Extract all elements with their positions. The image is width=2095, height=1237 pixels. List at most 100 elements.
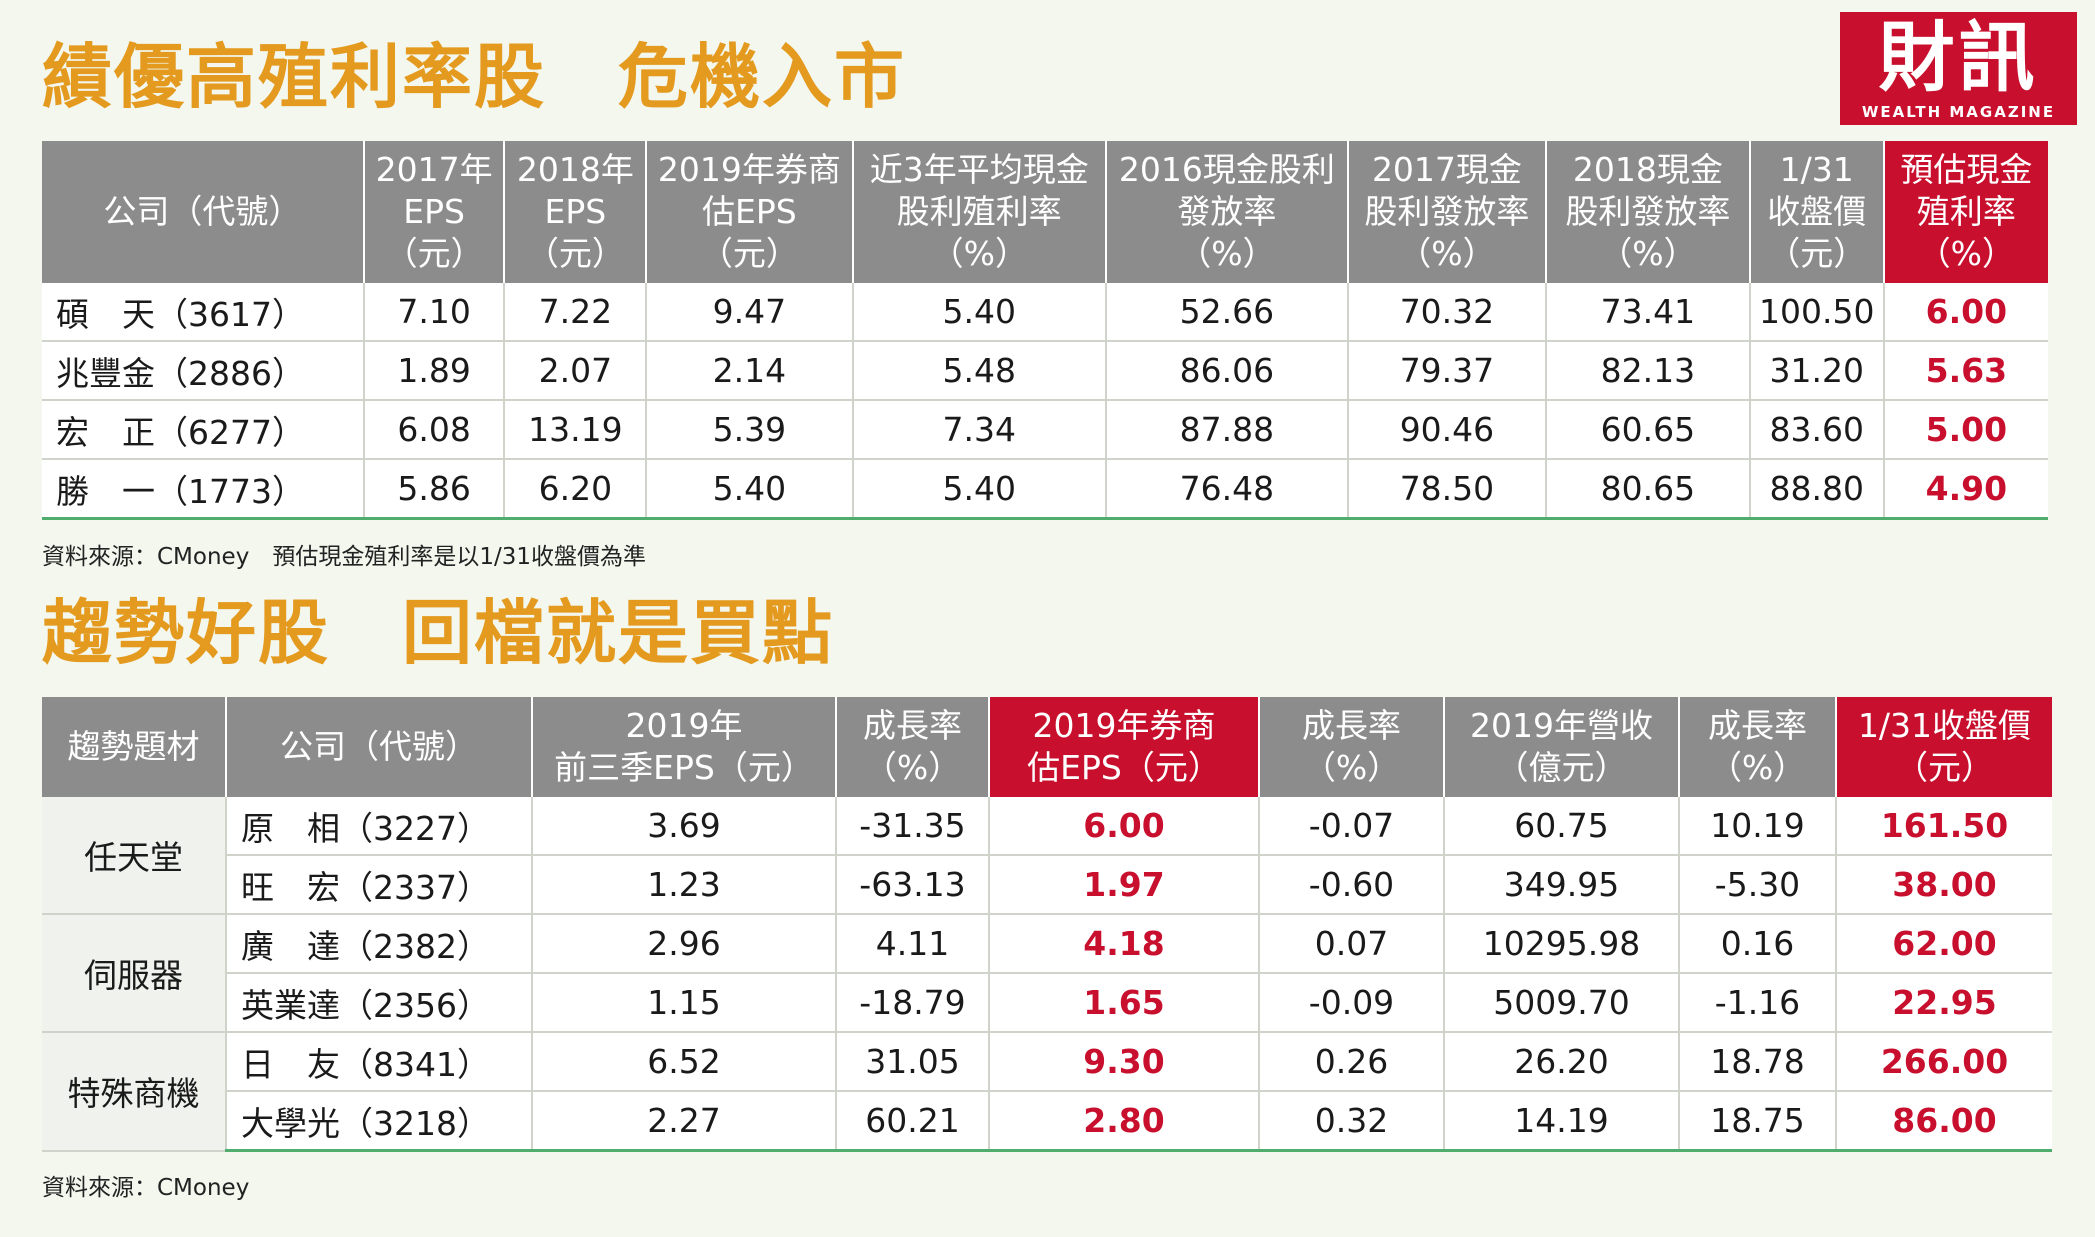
table-row: 勝 一（1773） 5.86 6.20 5.40 5.40 76.48 78.50 80.65… (42, 459, 2048, 520)
value-cell: 5.48 (852, 341, 1108, 401)
value-cell: -0.09 (1259, 973, 1445, 1033)
value-cell: 73.41 (1546, 283, 1751, 342)
value-cell: 87.88 (1106, 400, 1349, 460)
column-header: 2019年營收 （億元） (1444, 697, 1680, 797)
value-cell: 88.80 (1749, 459, 1885, 520)
value-cell: 79.37 (1347, 341, 1548, 401)
theme-cell: 伺服器 (42, 914, 227, 1033)
column-header: 2017現金 股利發放率 （%） (1347, 141, 1548, 283)
table-row: 碩 天（3617） 7.10 7.22 9.47 5.40 52.66 70.32 73.41… (42, 283, 2048, 342)
value-cell: 13.19 (504, 400, 648, 460)
trend-stocks-table: 趨勢題材 公司（代號） 2019年 前三季EPS（元） 成長率 （%） 2019年券商 … (42, 697, 2052, 1152)
value-cell: 10.19 (1679, 797, 1837, 856)
column-header: 公司（代號） (226, 697, 533, 797)
value-cell: -0.60 (1259, 855, 1445, 915)
value-cell: 62.00 (1836, 914, 2052, 974)
column-header: 2016現金股利 發放率 （%） (1106, 141, 1349, 283)
company-cell: 旺 宏（2337） (226, 855, 533, 915)
value-cell: 5.40 (852, 283, 1108, 342)
value-cell: 10295.98 (1444, 914, 1680, 974)
value-cell: 9.30 (989, 1032, 1260, 1092)
value-cell: 2.14 (646, 341, 854, 401)
value-cell: 6.52 (532, 1032, 837, 1092)
column-header: 趨勢題材 (42, 697, 227, 797)
column-header: 2019年券商 估EPS（元） (989, 697, 1260, 797)
section1-source-note: 資料來源：CMoney 預估現金殖利率是以1/31收盤價為準 (42, 544, 646, 570)
value-cell: 1.65 (989, 973, 1260, 1033)
column-header: 2017年 EPS （元） (363, 141, 506, 283)
company-cell: 日 友（8341） (226, 1032, 533, 1092)
table-row: 英業達（2356） 1.15 -18.79 1.65 -0.09 5009.70 -1.16… (42, 973, 2052, 1033)
value-cell: 60.65 (1546, 400, 1751, 460)
section2-title: 趨勢好股 回檔就是買點 (42, 592, 834, 674)
value-cell: 4.11 (836, 914, 990, 974)
value-cell: 31.20 (1749, 341, 1885, 401)
column-header: 公司（代號） (42, 141, 365, 283)
section2-source-note: 資料來源：CMoney (42, 1175, 250, 1201)
value-cell: 26.20 (1444, 1032, 1680, 1092)
logo-sub-text: WEALTH MAGAZINE (1861, 103, 2056, 121)
yield-cell: 6.00 (1883, 283, 2048, 342)
table-row: 宏 正（6277） 6.08 13.19 5.39 7.34 87.88 90.46 60.6… (42, 400, 2048, 460)
value-cell: 76.48 (1106, 459, 1349, 520)
company-cell: 大學光（3218） (226, 1091, 533, 1152)
value-cell: -18.79 (836, 973, 990, 1033)
value-cell: 7.22 (504, 283, 648, 342)
value-cell: 100.50 (1749, 283, 1885, 342)
logo-main-text: 財訊 (1878, 13, 2039, 102)
value-cell: 4.18 (989, 914, 1260, 974)
column-header: 預估現金 殖利率 （%） (1883, 141, 2048, 283)
value-cell: 6.20 (504, 459, 648, 520)
value-cell: 2.27 (532, 1091, 837, 1152)
theme-cell: 特殊商機 (42, 1032, 227, 1152)
column-header: 2019年券商 估EPS （元） (646, 141, 854, 283)
value-cell: 5.86 (363, 459, 506, 520)
value-cell: -0.07 (1259, 797, 1445, 856)
value-cell: 6.08 (363, 400, 506, 460)
value-cell: 5009.70 (1444, 973, 1680, 1033)
yield-cell: 5.00 (1883, 400, 2048, 460)
company-cell: 兆豐金（2886） (42, 341, 365, 401)
theme-cell: 任天堂 (42, 797, 227, 915)
wealth-magazine-logo: 財訊 WEALTH MAGAZINE (1840, 12, 2077, 125)
value-cell: 31.05 (836, 1032, 990, 1092)
company-cell: 廣 達（2382） (226, 914, 533, 974)
value-cell: -63.13 (836, 855, 990, 915)
value-cell: 5.40 (646, 459, 854, 520)
column-header: 2019年 前三季EPS（元） (532, 697, 837, 797)
value-cell: 86.00 (1836, 1091, 2052, 1152)
value-cell: 38.00 (1836, 855, 2052, 915)
value-cell: 7.10 (363, 283, 506, 342)
company-cell: 原 相（3227） (226, 797, 533, 856)
column-header: 2018年 EPS （元） (504, 141, 648, 283)
value-cell: 14.19 (1444, 1091, 1680, 1152)
value-cell: 1.23 (532, 855, 837, 915)
value-cell: 6.00 (989, 797, 1260, 856)
value-cell: 9.47 (646, 283, 854, 342)
column-header: 1/31 收盤價 （元） (1749, 141, 1885, 283)
value-cell: -5.30 (1679, 855, 1837, 915)
value-cell: 82.13 (1546, 341, 1751, 401)
high-yield-stocks-table: 公司（代號） 2017年 EPS （元） 2018年 EPS （元） 2019年券商 … (42, 141, 2048, 520)
value-cell: 70.32 (1347, 283, 1548, 342)
value-cell: 86.06 (1106, 341, 1349, 401)
table-row: 大學光（3218） 2.27 60.21 2.80 0.32 14.19 18.75 86.0… (42, 1091, 2052, 1152)
column-header: 近3年平均現金 股利殖利率 （%） (852, 141, 1108, 283)
value-cell: -31.35 (836, 797, 990, 856)
value-cell: 161.50 (1836, 797, 2052, 856)
table-row: 兆豐金（2886） 1.89 2.07 2.14 5.48 86.06 79.37 82.13… (42, 341, 2048, 401)
value-cell: 2.80 (989, 1091, 1260, 1152)
value-cell: 3.69 (532, 797, 837, 856)
value-cell: 349.95 (1444, 855, 1680, 915)
value-cell: 1.97 (989, 855, 1260, 915)
value-cell: 266.00 (1836, 1032, 2052, 1092)
value-cell: 0.16 (1679, 914, 1837, 974)
company-cell: 英業達（2356） (226, 973, 533, 1033)
column-header: 2018現金 股利發放率 （%） (1546, 141, 1751, 283)
column-header: 成長率 （%） (836, 697, 990, 797)
value-cell: 7.34 (852, 400, 1108, 460)
value-cell: 1.15 (532, 973, 837, 1033)
value-cell: 18.75 (1679, 1091, 1837, 1152)
value-cell: 52.66 (1106, 283, 1349, 342)
value-cell: 60.75 (1444, 797, 1680, 856)
